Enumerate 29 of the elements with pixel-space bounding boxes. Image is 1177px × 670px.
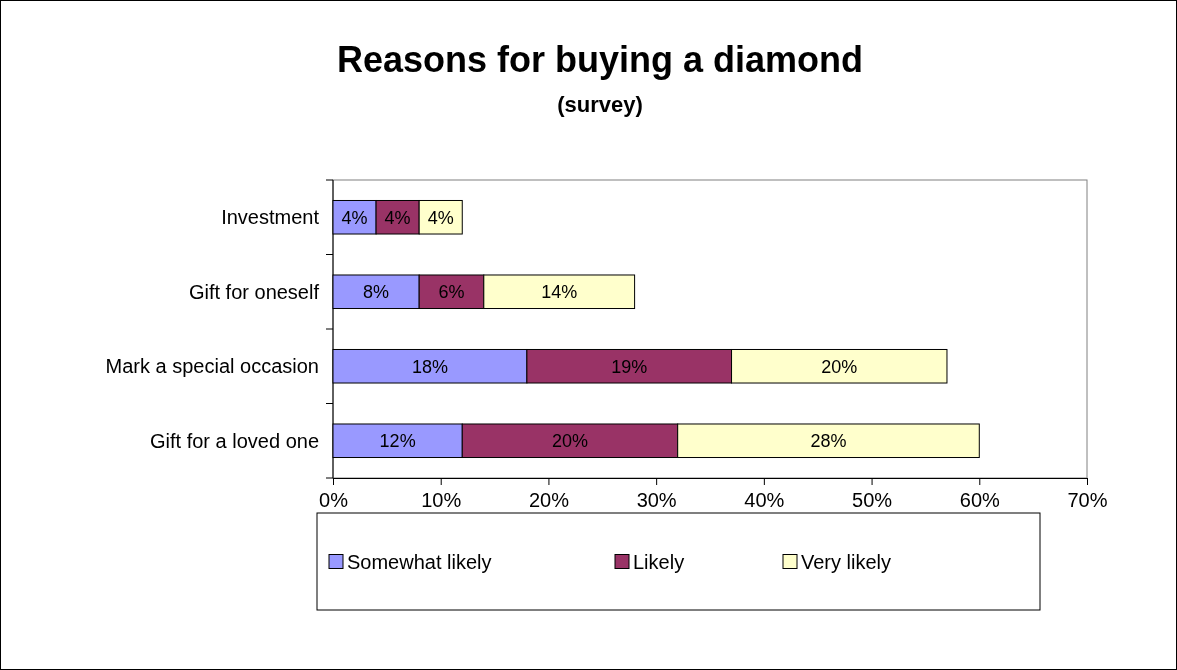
legend-label: Somewhat likely <box>347 550 492 573</box>
data-label: 20% <box>821 356 858 377</box>
y-tick-label: Mark a special occasion <box>105 355 319 378</box>
chart-subtitle: (survey) <box>557 92 643 117</box>
data-label: 4% <box>384 207 411 228</box>
y-tick-label: Investment <box>221 206 320 229</box>
data-label: 19% <box>611 356 648 377</box>
data-label: 4% <box>341 207 368 228</box>
data-label: 8% <box>363 282 390 303</box>
x-tick-label: 70% <box>1067 489 1108 512</box>
data-label: 14% <box>541 282 578 303</box>
x-tick-label: 30% <box>636 489 677 512</box>
x-tick-label: 50% <box>852 489 893 512</box>
y-tick-label: Gift for oneself <box>188 280 320 303</box>
data-label: 4% <box>427 207 454 228</box>
legend-label: Very likely <box>801 550 892 573</box>
data-label: 6% <box>438 282 465 303</box>
x-tick-label: 20% <box>528 489 570 512</box>
x-tick-label: 10% <box>421 489 462 512</box>
x-tick-label: 40% <box>744 489 785 512</box>
chart-title: Reasons for buying a diamond <box>336 39 864 80</box>
data-label: 20% <box>551 431 588 452</box>
y-tick-label: Gift for a loved one <box>150 429 319 452</box>
x-tick-label: 60% <box>959 489 1001 512</box>
x-tick-label: 0% <box>319 489 349 512</box>
data-label: 28% <box>810 431 847 452</box>
data-label: 18% <box>411 356 448 377</box>
legend-label: Likely <box>633 550 685 573</box>
data-label: 12% <box>379 431 416 452</box>
